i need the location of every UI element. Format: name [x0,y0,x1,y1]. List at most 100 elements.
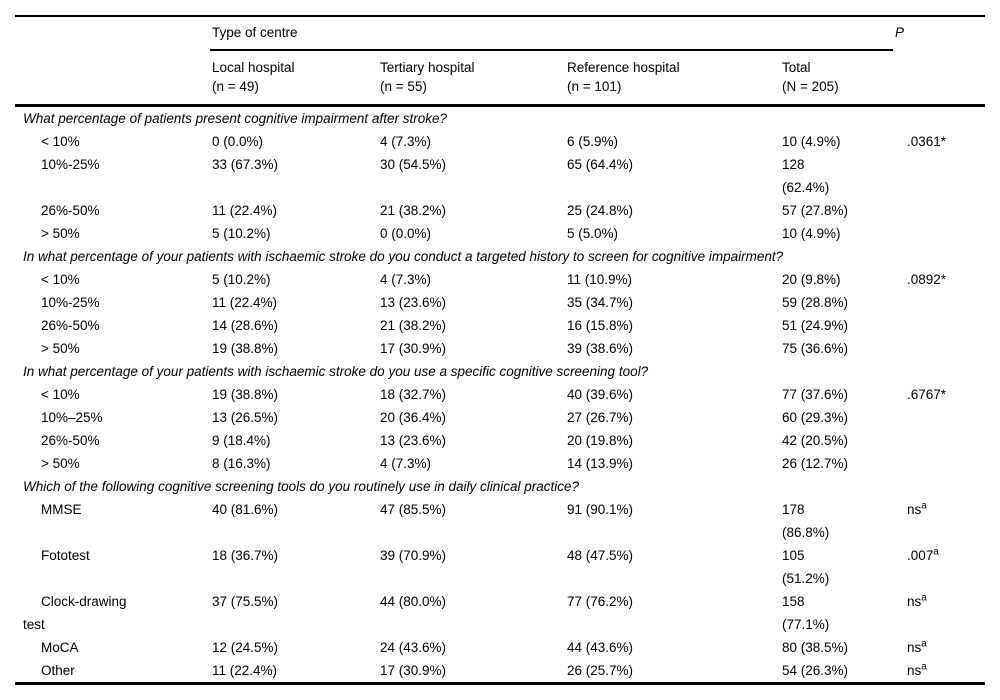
p-footnote-marker: a [921,661,927,673]
value-cell: 0 (0.0%) [212,134,264,149]
p-header-label: P [895,25,905,40]
value-cell: 77 (37.6%) [782,387,849,402]
value-cell: 27 (26.7%) [567,410,634,425]
value-cell: 4 (7.3%) [380,456,432,471]
data-row: Fototest 18 (36.7%) 39 (70.9%) 48 (47.5%) 10… [15,544,985,590]
value-cell: 25 (24.8%) [567,203,634,218]
value-cell: 4 (7.3%) [380,272,432,287]
column-n: (n = 55) [380,79,427,94]
p-column-header: P [893,16,985,107]
data-row: < 10% 19 (38.8%) 18 (32.7%) 40 (39.6%) 77 (3… [15,383,985,406]
answer-option-label: 26%-50% [41,203,100,218]
p-value-cell [893,153,985,199]
question-text: What percentage of patients present cogn… [23,111,447,126]
answer-option-label: < 10% [41,387,80,402]
value-cell: 21 (38.2%) [380,318,447,333]
value-cell: 80 (38.5%) [782,640,849,655]
value-cell: 11 (22.4%) [212,663,278,678]
column-n: (n = 101) [567,79,622,94]
data-row: > 50% 19 (38.8%) 17 (30.9%) 39 (38.6%) 75 (3… [15,337,985,360]
value-cell: 11 (22.4%) [212,203,278,218]
column-n: (N = 205) [782,79,839,94]
value-cell: 8 (16.3%) [212,456,271,471]
answer-option-label: 10%-25% [41,157,100,172]
answer-option-label: Other [41,663,75,678]
value-cell: 13 (23.6%) [380,433,447,448]
value-cell: 6 (5.9%) [567,134,619,149]
p-value-cell: .007a [907,546,939,563]
question-text: In what percentage of your patients with… [23,364,649,379]
results-table: Type of centre P Local hospital (n = 49)… [15,15,985,685]
answer-option-label: MMSE [41,502,82,517]
answer-option-label: Clock-drawing test [23,594,127,632]
value-cell: 11 (10.9%) [567,272,633,287]
value-cell: 26 (12.7%) [782,456,849,471]
p-value-cell [893,291,985,314]
value-cell: 59 (28.8%) [782,295,849,310]
value-cell: 16 (15.8%) [567,318,634,333]
value-cell: 5 (5.0%) [567,226,619,241]
question-text: Which of the following cognitive screeni… [23,479,580,494]
answer-option-label: > 50% [41,456,80,471]
p-value-cell: nsa [907,638,927,655]
value-cell: 77 (76.2%) [567,594,634,609]
value-cell: 21 (38.2%) [380,203,447,218]
value-cell: 26 (25.7%) [567,663,634,678]
value-cell: 18 (32.7%) [380,387,447,402]
column-header-tertiary-hospital: Tertiary hospital (n = 55) [378,50,565,107]
value-cell: 14 (13.9%) [567,456,634,471]
value-cell: 37 (75.5%) [212,594,279,609]
value-cell: 51 (24.9%) [782,318,849,333]
question-row: Which of the following cognitive screeni… [15,475,985,498]
column-name: Local hospital [212,60,295,75]
value-cell: 39 (70.9%) [380,548,447,563]
p-value-cell [893,429,985,452]
answer-option-label: 26%-50% [41,433,100,448]
value-cell: 91 (90.1%) [567,502,634,517]
value-cell: 14 (28.6%) [212,318,279,333]
column-header-total: Total (N = 205) [780,50,893,107]
answer-option-label: < 10% [41,134,80,149]
data-row: MoCA 12 (24.5%) 24 (43.6%) 44 (43.6%) 80 (38… [15,636,985,659]
data-row: > 50% 5 (10.2%) 0 (0.0%) 5 (5.0%) 10 (4.9%) [15,222,985,245]
p-value-cell [893,337,985,360]
value-cell: 20 (19.8%) [567,433,634,448]
question-text: In what percentage of your patients with… [23,249,784,264]
value-cell: 5 (10.2%) [212,272,271,287]
data-row: 26%-50% 9 (18.4%) 13 (23.6%) 20 (19.8%) 42 (… [15,429,985,452]
value-cell: 18 (36.7%) [212,548,279,563]
p-value-cell: nsa [907,661,927,678]
column-n: (n = 49) [212,79,259,94]
value-cell: 44 (80.0%) [380,594,447,609]
answer-option-label: 26%-50% [41,318,100,333]
value-cell: 10 (4.9%) [782,226,841,241]
value-cell: 178 (86.8%) [782,502,830,540]
answer-option-label: < 10% [41,272,80,287]
p-value-cell [893,199,985,222]
data-row: 26%-50% 11 (22.4%) 21 (38.2%) 25 (24.8%) 57 … [15,199,985,222]
data-row: < 10% 0 (0.0%) 4 (7.3%) 6 (5.9%) 10 (4.9%) .0… [15,130,985,153]
value-cell: 158 (77.1%) [782,594,830,632]
p-value-cell [893,314,985,337]
value-cell: 65 (64.4%) [567,157,634,172]
value-cell: 54 (26.3%) [782,663,849,678]
value-cell: 19 (38.8%) [212,387,279,402]
column-header-reference-hospital: Reference hospital (n = 101) [565,50,780,107]
answer-option-label: > 50% [41,226,80,241]
value-cell: 20 (36.4%) [380,410,447,425]
value-cell: 42 (20.5%) [782,433,849,448]
value-cell: 57 (27.8%) [782,203,849,218]
value-cell: 40 (81.6%) [212,502,279,517]
data-row: Clock-drawing test 37 (75.5%) 44 (80.0%) 77… [15,590,985,636]
p-value-cell: .0361* [907,134,947,149]
data-row: < 10% 5 (10.2%) 4 (7.3%) 11 (10.9%) 20 (9.8%… [15,268,985,291]
value-cell: 44 (43.6%) [567,640,634,655]
question-row: What percentage of patients present cogn… [15,106,985,131]
value-cell: 17 (30.9%) [380,663,447,678]
value-cell: 5 (10.2%) [212,226,271,241]
value-cell: 105 (51.2%) [782,548,830,586]
value-cell: 39 (38.6%) [567,341,634,356]
answer-option-label: > 50% [41,341,80,356]
value-cell: 75 (36.6%) [782,341,849,356]
value-cell: 0 (0.0%) [380,226,432,241]
